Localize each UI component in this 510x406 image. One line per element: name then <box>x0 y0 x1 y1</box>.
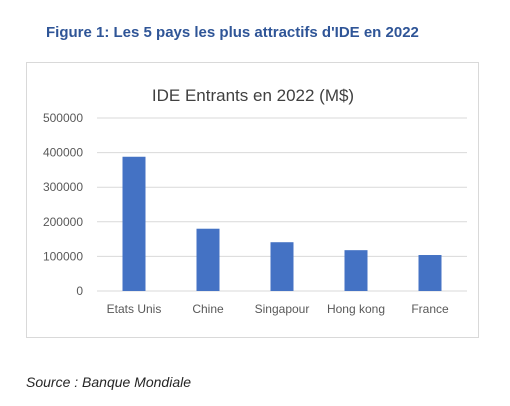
y-tick-label: 500000 <box>43 111 83 125</box>
y-tick-label: 300000 <box>43 180 83 194</box>
y-tick-label: 400000 <box>43 146 83 160</box>
bar <box>418 255 442 291</box>
y-tick-label: 100000 <box>43 249 83 263</box>
bar <box>196 228 220 291</box>
gridlines <box>97 117 467 292</box>
x-tick-label: Singapour <box>255 302 310 316</box>
chart-container: IDE Entrants en 2022 (M$) 0 100000 200000 3… <box>26 62 479 338</box>
y-axis-ticks: 0 100000 200000 300000 400000 500000 <box>43 111 83 298</box>
bar <box>344 250 368 291</box>
x-tick-label: Chine <box>192 302 224 316</box>
x-axis-ticks: Etats Unis Chine Singapour Hong kong France <box>107 302 449 316</box>
chart-title: IDE Entrants en 2022 (M$) <box>152 86 354 105</box>
y-tick-label: 200000 <box>43 215 83 229</box>
bar-chart: IDE Entrants en 2022 (M$) 0 100000 200000 3… <box>43 86 467 316</box>
x-tick-label: Etats Unis <box>107 302 162 316</box>
x-tick-label: Hong kong <box>327 302 385 316</box>
figure-title: Figure 1: Les 5 pays les plus attractifs… <box>46 24 419 41</box>
x-tick-label: France <box>411 302 449 316</box>
bar <box>270 242 294 291</box>
y-tick-label: 0 <box>76 284 83 298</box>
source-note: Source : Banque Mondiale <box>26 374 191 390</box>
bar <box>122 156 146 291</box>
bars <box>122 156 442 291</box>
